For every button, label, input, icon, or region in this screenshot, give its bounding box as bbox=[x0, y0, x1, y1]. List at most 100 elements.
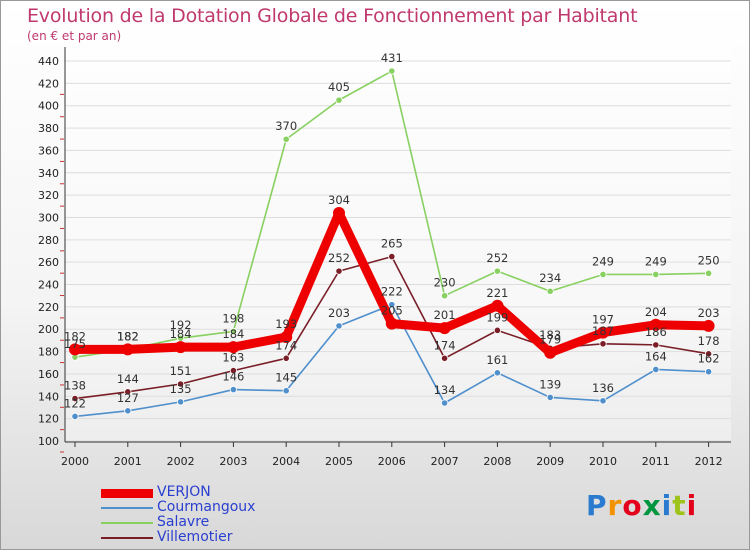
data-label-salavre-2008: 252 bbox=[486, 251, 508, 265]
data-label-courmangoux-2006: 222 bbox=[381, 285, 403, 299]
point-courmangoux-2003 bbox=[229, 385, 237, 394]
data-label-courmangoux-2000: 122 bbox=[64, 396, 86, 410]
point-villemotier-2000 bbox=[71, 394, 79, 403]
point-verjon-2006 bbox=[385, 317, 398, 330]
data-label-villemotier-2000: 138 bbox=[64, 379, 86, 393]
data-label-verjon-2008: 221 bbox=[486, 286, 508, 300]
data-label-salavre-2005: 405 bbox=[328, 80, 350, 94]
data-label-courmangoux-2001: 127 bbox=[117, 391, 139, 405]
data-label-verjon-2010: 197 bbox=[592, 313, 614, 327]
point-salavre-2011 bbox=[652, 270, 660, 279]
data-label-villemotier-2010: 187 bbox=[592, 324, 614, 338]
legend-label-verjon: VERJON bbox=[157, 484, 211, 500]
point-salavre-2004 bbox=[282, 135, 290, 143]
logo-letter: o bbox=[622, 489, 643, 522]
data-label-courmangoux-2010: 136 bbox=[592, 381, 614, 395]
data-label-courmangoux-2012: 162 bbox=[698, 352, 720, 366]
point-villemotier-2001 bbox=[124, 388, 132, 396]
data-label-verjon-2002: 184 bbox=[170, 327, 192, 341]
point-salavre-2009 bbox=[546, 287, 554, 295]
x-tick-label-2004: 2004 bbox=[272, 455, 300, 468]
chart-subtitle: (en € et par an) bbox=[27, 29, 122, 43]
legend-swatch-courmangoux bbox=[101, 507, 153, 509]
point-verjon-2004 bbox=[280, 331, 293, 344]
logo-letter: x bbox=[642, 489, 662, 522]
data-label-villemotier-2004: 174 bbox=[275, 338, 297, 352]
legend-label-salavre: Salavre bbox=[157, 514, 210, 530]
point-salavre-2005 bbox=[335, 96, 343, 104]
point-courmangoux-2001 bbox=[124, 407, 132, 415]
logo-letter: t bbox=[672, 489, 687, 522]
y-tick-label-260: 260 bbox=[38, 256, 59, 269]
y-tick-label-380: 380 bbox=[38, 122, 59, 135]
point-courmangoux-2002 bbox=[177, 398, 185, 406]
data-label-salavre-2003: 198 bbox=[222, 311, 244, 325]
plot-area bbox=[65, 47, 731, 442]
x-tick-label-2006: 2006 bbox=[378, 455, 406, 468]
y-tick-label-240: 240 bbox=[38, 279, 59, 292]
y-tick-label-320: 320 bbox=[38, 189, 59, 202]
point-courmangoux-2004 bbox=[282, 387, 290, 395]
logo-letter: r bbox=[607, 489, 623, 522]
data-label-salavre-2000: 175 bbox=[64, 337, 86, 351]
y-tick-label-420: 420 bbox=[38, 77, 59, 90]
data-label-salavre-2011: 249 bbox=[645, 254, 667, 268]
point-villemotier-2012 bbox=[704, 350, 713, 358]
x-tick-label-2009: 2009 bbox=[536, 455, 564, 468]
data-label-villemotier-2012: 178 bbox=[698, 334, 720, 348]
point-verjon-2001 bbox=[121, 343, 134, 356]
point-verjon-2000 bbox=[69, 343, 81, 356]
y-tick-label-360: 360 bbox=[38, 144, 59, 157]
data-label-verjon-2004: 193 bbox=[275, 317, 297, 331]
point-villemotier-2008 bbox=[493, 326, 501, 334]
x-tick-label-2010: 2010 bbox=[589, 455, 617, 468]
point-salavre-2008 bbox=[493, 267, 501, 275]
data-label-verjon-2011: 204 bbox=[645, 305, 667, 319]
x-tick-label-2003: 2003 bbox=[219, 455, 247, 468]
data-label-verjon-2012: 203 bbox=[698, 306, 720, 320]
data-label-courmangoux-2005: 203 bbox=[328, 306, 350, 320]
point-salavre-2007 bbox=[440, 292, 449, 300]
x-tick-label-2007: 2007 bbox=[431, 455, 459, 468]
point-verjon-2012 bbox=[702, 319, 715, 332]
logo-letter: i bbox=[661, 489, 673, 522]
data-label-verjon-2006: 205 bbox=[381, 304, 403, 318]
data-label-courmangoux-2003: 146 bbox=[222, 370, 244, 384]
data-label-villemotier-2006: 265 bbox=[381, 237, 403, 251]
data-label-salavre-2010: 249 bbox=[592, 254, 614, 268]
y-tick-label-180: 180 bbox=[38, 346, 59, 359]
x-tick-label-2001: 2001 bbox=[114, 455, 142, 468]
data-label-villemotier-2008: 199 bbox=[486, 310, 508, 324]
data-label-salavre-2004: 370 bbox=[275, 119, 297, 133]
data-label-verjon-2003: 184 bbox=[222, 327, 244, 341]
legend-swatch-verjon bbox=[101, 489, 153, 498]
data-label-verjon-2007: 201 bbox=[434, 308, 456, 322]
data-label-villemotier-2011: 186 bbox=[645, 325, 667, 339]
data-label-courmangoux-2011: 164 bbox=[645, 349, 667, 363]
x-tick-label-2012: 2012 bbox=[695, 455, 723, 468]
legend-swatch-salavre bbox=[101, 522, 153, 524]
point-courmangoux-2000 bbox=[71, 412, 79, 421]
point-salavre-2010 bbox=[599, 270, 607, 279]
data-label-salavre-2007: 230 bbox=[434, 276, 456, 290]
x-tick-label-2008: 2008 bbox=[483, 455, 511, 468]
data-label-courmangoux-2007: 134 bbox=[434, 383, 456, 397]
point-villemotier-2011 bbox=[652, 341, 660, 349]
y-tick-label-200: 200 bbox=[38, 323, 59, 336]
data-label-villemotier-2001: 144 bbox=[117, 372, 139, 386]
data-label-villemotier-2009: 183 bbox=[539, 328, 561, 342]
point-villemotier-2010 bbox=[599, 340, 607, 348]
y-tick-label-160: 160 bbox=[38, 368, 59, 381]
point-courmangoux-2008 bbox=[493, 369, 501, 377]
proxiti-logo: Proxiti bbox=[586, 489, 697, 522]
y-tick-label-100: 100 bbox=[38, 435, 59, 448]
point-salavre-2012 bbox=[704, 269, 713, 277]
point-villemotier-2005 bbox=[335, 267, 343, 275]
data-label-verjon-2001: 182 bbox=[117, 329, 139, 343]
point-verjon-2005 bbox=[333, 207, 345, 220]
data-label-verjon-2005: 304 bbox=[328, 193, 350, 207]
data-label-salavre-2006: 431 bbox=[381, 51, 403, 65]
point-villemotier-2007 bbox=[440, 354, 449, 362]
data-label-villemotier-2007: 174 bbox=[434, 338, 456, 352]
